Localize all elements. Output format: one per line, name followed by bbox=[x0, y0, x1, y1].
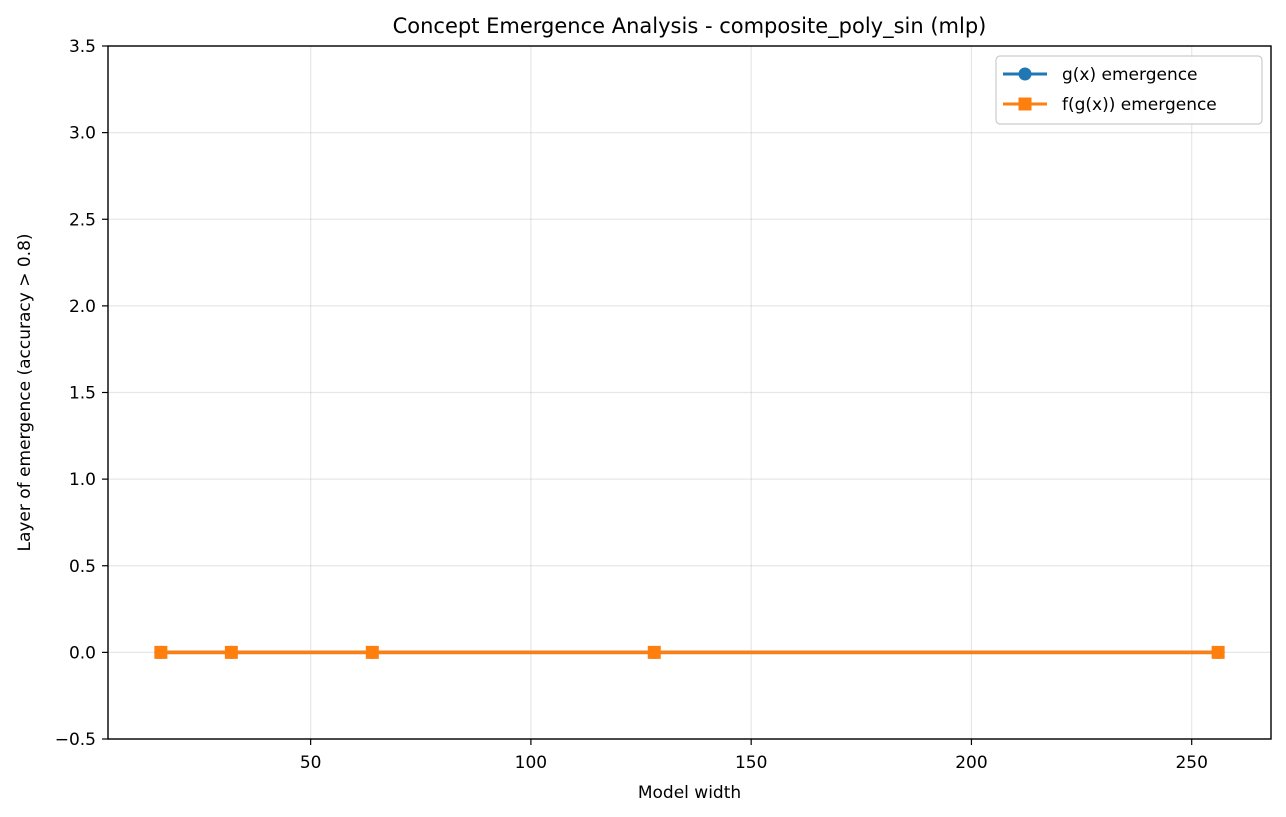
x-tick-label: 100 bbox=[515, 753, 547, 773]
x-tick-label: 200 bbox=[955, 753, 987, 773]
x-tick-label: 250 bbox=[1175, 753, 1207, 773]
data-point-square bbox=[224, 645, 238, 659]
data-point-square bbox=[365, 645, 379, 659]
y-tick-label: 0.5 bbox=[69, 557, 96, 577]
legend-box bbox=[995, 55, 1263, 125]
y-tick-label: 1.0 bbox=[69, 470, 96, 490]
data-point-square bbox=[1211, 645, 1225, 659]
y-tick-label: 2.0 bbox=[69, 297, 96, 317]
axis-ticks: 50 100 150 200 250 −0.5 0.0 0.5 1.0 1.5 2.0 2.5 3.0 3… bbox=[55, 37, 1208, 773]
chart-title: Concept Emergence Analysis - composite_p… bbox=[393, 14, 987, 39]
y-tick-label: 0.0 bbox=[69, 643, 96, 663]
data-point-square bbox=[154, 645, 168, 659]
data-point-square bbox=[647, 645, 661, 659]
series-layer bbox=[154, 645, 1225, 659]
x-tick-label: 150 bbox=[735, 753, 767, 773]
y-tick-label: 2.5 bbox=[69, 210, 96, 230]
legend-label-fg: f(g(x)) emergence bbox=[1062, 95, 1217, 115]
x-axis-label: Model width bbox=[638, 783, 741, 803]
legend-marker-g bbox=[1018, 67, 1032, 81]
y-tick-label: −0.5 bbox=[55, 730, 96, 750]
legend-label-g: g(x) emergence bbox=[1062, 65, 1198, 85]
y-tick-label: 3.5 bbox=[69, 37, 96, 57]
y-tick-label: 1.5 bbox=[69, 384, 96, 404]
y-tick-label: 3.0 bbox=[69, 124, 96, 144]
legend: g(x) emergence f(g(x)) emergence bbox=[995, 55, 1263, 125]
y-axis-label: Layer of emergence (accuracy > 0.8) bbox=[15, 233, 35, 551]
legend-marker-fg bbox=[1018, 97, 1032, 111]
x-tick-label: 50 bbox=[300, 753, 322, 773]
